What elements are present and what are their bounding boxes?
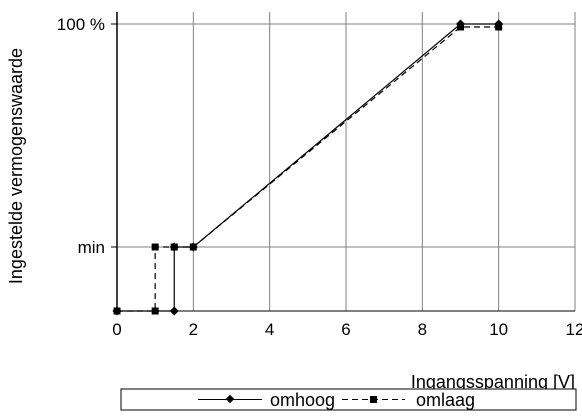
marker-omlaag-1 xyxy=(151,307,159,315)
legend-box xyxy=(120,388,577,411)
marker-omlaag-0 xyxy=(113,307,121,315)
x-tick-label-6: 6 xyxy=(341,320,350,339)
marker-omlaag-3 xyxy=(170,243,178,251)
legend: omhoog omlaag xyxy=(120,388,577,411)
legend-label-omhoog: omhoog xyxy=(270,390,335,410)
y-tick-label-min: min xyxy=(78,238,105,257)
axes xyxy=(111,12,575,312)
y-tick-label-100pct: 100 % xyxy=(57,15,105,34)
marker-omlaag-5 xyxy=(457,23,464,31)
x-tick-label-10: 10 xyxy=(489,320,508,339)
marker-omlaag-6 xyxy=(495,23,503,31)
x-tick-label-0: 0 xyxy=(112,320,121,339)
x-tick-label-4: 4 xyxy=(265,320,274,339)
legend-label-omlaag: omlaag xyxy=(416,390,475,410)
y-axis-label: Ingestelde vermogenswaarde xyxy=(6,48,26,284)
x-axis-label: Ingangsspanning [V] xyxy=(411,372,575,392)
x-tick-label-12: 12 xyxy=(566,320,582,339)
x-tick-label-2: 2 xyxy=(189,320,198,339)
x-tick-label-8: 8 xyxy=(418,320,427,339)
series-lines xyxy=(112,19,504,316)
legend-marker-omlaag xyxy=(370,396,377,403)
marker-omlaag-2 xyxy=(151,243,159,251)
series-line-omhoog xyxy=(117,23,499,312)
grid-lines xyxy=(117,12,576,311)
legend-marker-omhoog xyxy=(225,394,235,404)
marker-omhoog-1 xyxy=(169,306,179,316)
tick-labels: 0 2 4 6 8 10 12 min 100 % xyxy=(57,15,582,339)
marker-omlaag-4 xyxy=(189,243,197,251)
